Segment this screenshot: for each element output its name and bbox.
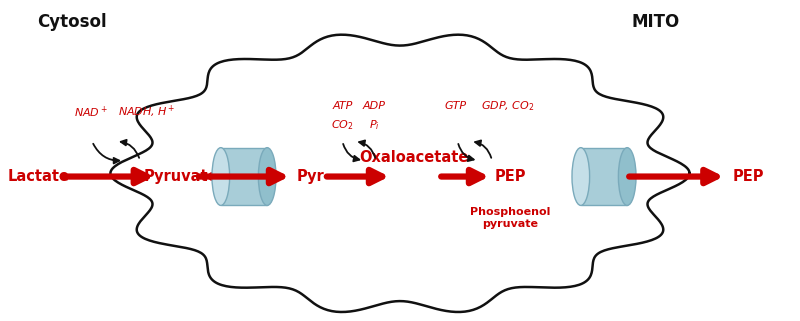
Text: Pyruvate: Pyruvate <box>143 169 218 184</box>
Ellipse shape <box>618 148 636 205</box>
Text: NAD$^+$: NAD$^+$ <box>74 105 107 120</box>
Text: CO$_2$: CO$_2$ <box>331 118 354 132</box>
Ellipse shape <box>258 148 276 205</box>
Text: GDP, CO$_2$: GDP, CO$_2$ <box>481 99 535 113</box>
Text: NADH, H$^+$: NADH, H$^+$ <box>118 104 175 120</box>
Ellipse shape <box>572 148 590 205</box>
Bar <box>581 148 627 205</box>
Text: ATP: ATP <box>332 101 353 111</box>
Text: ADP: ADP <box>363 101 386 111</box>
Text: PEP: PEP <box>494 169 526 184</box>
Text: Lactate: Lactate <box>7 169 70 184</box>
Text: GTP: GTP <box>444 101 466 111</box>
Text: MITO: MITO <box>632 13 680 31</box>
Text: Oxaloacetate: Oxaloacetate <box>360 150 469 165</box>
Text: PEP: PEP <box>732 169 764 184</box>
Ellipse shape <box>212 148 230 205</box>
Bar <box>221 148 267 205</box>
Text: Phosphoenol
pyruvate: Phosphoenol pyruvate <box>470 207 550 230</box>
Text: Cytosol: Cytosol <box>37 13 107 31</box>
Text: Pyr: Pyr <box>297 169 324 184</box>
Text: P$_i$: P$_i$ <box>369 118 380 132</box>
